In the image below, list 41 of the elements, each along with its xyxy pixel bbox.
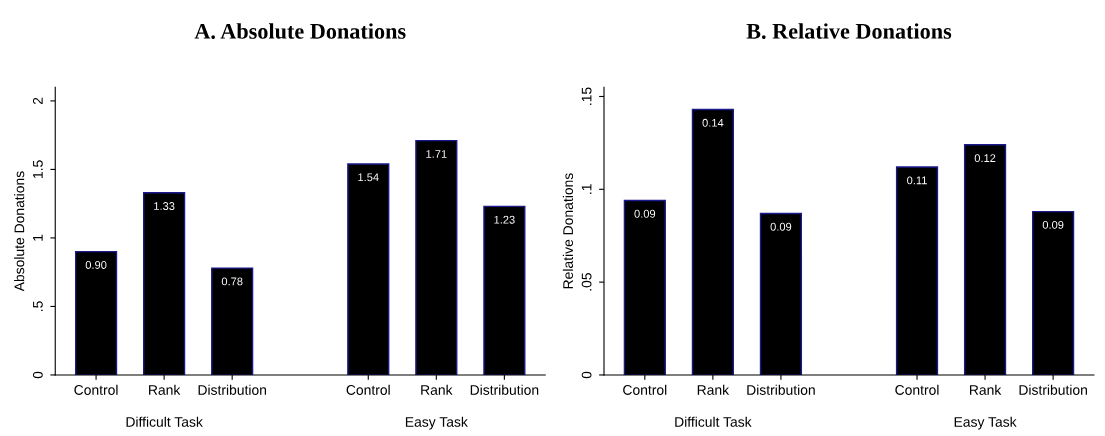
x-tick-label: Rank <box>697 384 730 395</box>
data-label: 1.54 <box>358 173 379 182</box>
x-tick-label: Rank <box>970 384 1002 395</box>
y-tick-label: 0 <box>581 371 592 379</box>
x-tick-label: Rank <box>421 384 453 395</box>
x-tick-label: Distribution <box>198 384 267 395</box>
y-tick-label: .15 <box>581 87 592 105</box>
data-label: 0.11 <box>907 176 927 185</box>
y-tick-label: .05 <box>581 273 592 291</box>
y-tick-label: 0 <box>32 371 43 379</box>
chart-title: A. Absolute Donations <box>194 23 406 39</box>
data-label: 1.71 <box>426 150 447 158</box>
data-label: 0.90 <box>85 261 107 269</box>
data-label: 0.09 <box>1042 220 1064 229</box>
x-tick-label: Control <box>623 384 667 395</box>
y-tick-label: .5 <box>33 301 43 311</box>
text: Easy Task <box>954 416 1017 430</box>
data-label: 1.23 <box>494 215 515 224</box>
y-tick-label: 2 <box>32 97 43 105</box>
y-axis-title: Relative Donations <box>562 173 574 289</box>
x-tick-label: Distribution <box>747 384 815 395</box>
data-label: 0.78 <box>221 277 243 286</box>
x-tick-label: Control <box>74 384 118 395</box>
x-tick-label: Distribution <box>1019 384 1087 395</box>
y-tick-label: 1 <box>33 234 43 241</box>
data-label: 0.12 <box>974 154 996 162</box>
x-tick-label: Rank <box>149 384 181 395</box>
y-axis-title: Absolute Donations <box>14 171 25 292</box>
x-tick-label: Control <box>346 384 390 395</box>
text: Difficult Task <box>126 416 203 427</box>
data-label: 1.33 <box>154 202 175 210</box>
data-label: 0.09 <box>770 222 792 231</box>
text: Easy Task <box>405 416 468 430</box>
data-label: 0.14 <box>702 118 724 127</box>
y-tick-label: .1 <box>581 184 592 194</box>
data-label: 0.09 <box>634 209 656 218</box>
y-tick-label: 1.5 <box>33 160 43 179</box>
chart-title: B. Relative Donations <box>746 23 952 39</box>
x-tick-label: Distribution <box>470 384 539 395</box>
text: Difficult Task <box>675 416 752 427</box>
x-tick-label: Control <box>895 384 939 395</box>
